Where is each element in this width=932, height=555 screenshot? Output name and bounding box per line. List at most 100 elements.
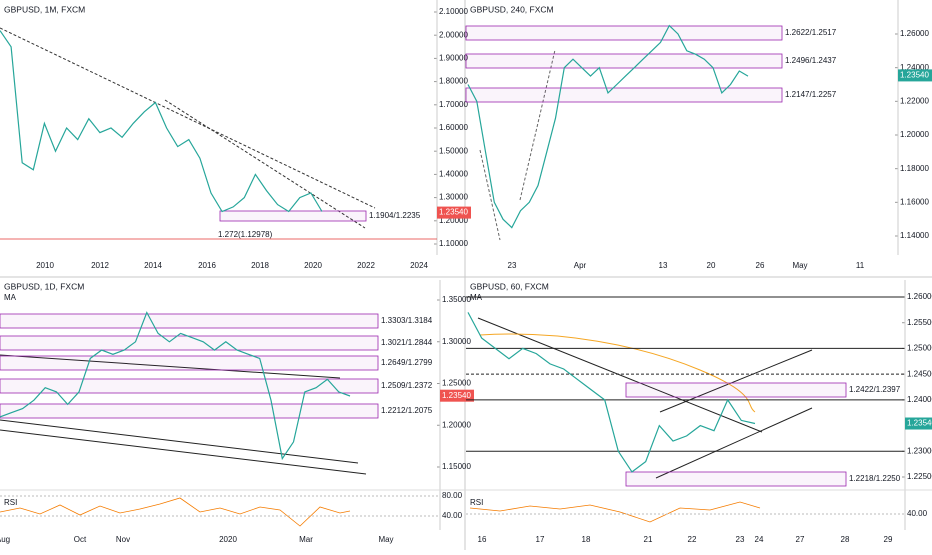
zone (0, 335, 379, 351)
zone-label: 1.2218/1.2250 (849, 474, 901, 483)
price-label: 1.20000 (900, 130, 929, 139)
time-label: 29 (884, 535, 893, 544)
rsi-tick-label: 40.00 (442, 511, 463, 520)
time-label: 13 (659, 261, 668, 270)
price-label: 1.24000 (907, 395, 932, 404)
current-price-label: 1.23540 (442, 391, 471, 400)
trend-line (0, 27, 376, 209)
indicator-label: MA (470, 293, 483, 302)
time-label: 23 (736, 535, 745, 544)
zone-label: 1.2422/1.2397 (849, 385, 901, 394)
time-label: 11 (856, 261, 865, 270)
rsi-line (0, 497, 351, 527)
price-label: 1.35000 (442, 295, 471, 304)
fib-label: 1.272(1.12978) (218, 230, 273, 239)
zone (625, 471, 847, 487)
price-label: 1.22500 (907, 472, 932, 481)
zone-label: 1.2649/1.2799 (381, 358, 433, 367)
zone (0, 403, 379, 419)
price-line (0, 30, 323, 213)
price-label: 1.25000 (442, 379, 471, 388)
zone-label: 1.3021/1.2844 (381, 338, 433, 347)
time-label: Nov (116, 535, 130, 544)
time-label: 17 (536, 535, 545, 544)
price-label: 1.14000 (900, 231, 929, 240)
current-price-box (905, 417, 932, 430)
time-label: 27 (796, 535, 805, 544)
zone (465, 87, 783, 103)
zone-label: 1.2147/1.2257 (785, 90, 837, 99)
time-label: May (378, 535, 393, 544)
time-label: 21 (644, 535, 653, 544)
price-label: 1.16000 (900, 197, 929, 206)
trend-line (0, 429, 367, 475)
time-label: Oct (74, 535, 87, 544)
time-label: May (792, 261, 807, 270)
zone (465, 53, 783, 69)
ma-line (0, 354, 341, 379)
time-label: 2012 (91, 261, 109, 270)
price-label: 1.90000 (439, 54, 468, 63)
current-price-box (437, 206, 471, 219)
zone (625, 382, 847, 398)
price-label: 2.00000 (439, 30, 468, 39)
time-label: 28 (841, 535, 850, 544)
time-label: 18 (582, 535, 591, 544)
price-line (467, 24, 749, 229)
trend-line (164, 99, 366, 229)
panel-title: GBPUSD, 1M, FXCM (4, 4, 85, 14)
zone (0, 378, 379, 394)
zone-label: 1.3303/1.3184 (381, 316, 433, 325)
price-label: 1.10000 (439, 239, 468, 248)
price-label: 1.20000 (442, 420, 471, 429)
rsi-tick-label: 80.00 (442, 491, 463, 500)
trend-line (655, 407, 813, 479)
price-label: 1.18000 (900, 164, 929, 173)
panel-title: GBPUSD, 240, FXCM (470, 4, 554, 14)
indicator-label: MA (4, 293, 17, 302)
price-line (0, 311, 351, 461)
rsi-label: RSI (470, 498, 483, 507)
zone-label: 1.2496/1.2437 (785, 56, 837, 65)
price-line (467, 312, 756, 473)
current-price-box (440, 389, 474, 402)
price-label: 1.26000 (907, 292, 932, 301)
time-label: 2020 (304, 261, 322, 270)
time-label: Apr (574, 261, 587, 270)
time-label: 20 (707, 261, 716, 270)
ma-line (479, 333, 756, 413)
price-label: 1.26000 (900, 29, 929, 38)
trend-line (479, 149, 501, 241)
time-label: 16 (478, 535, 487, 544)
price-label: 1.15000 (442, 462, 471, 471)
rsi-tick-label: 40.00 (907, 509, 928, 518)
time-label: Mar (299, 535, 313, 544)
zone-label: 1.2509/1.2372 (381, 381, 433, 390)
time-label: 23 (508, 261, 517, 270)
current-price-label: 1.23540 (900, 71, 929, 80)
time-label: 2016 (198, 261, 216, 270)
panel-title: GBPUSD, 1D, FXCM (4, 281, 84, 291)
price-label: 1.40000 (439, 170, 468, 179)
price-label: 1.30000 (439, 193, 468, 202)
price-label: 1.70000 (439, 100, 468, 109)
rsi-label: RSI (4, 498, 17, 507)
trend-line (0, 419, 359, 464)
zone-label: 1.2622/1.2517 (785, 28, 837, 37)
trend-line (477, 317, 763, 433)
time-label: 2010 (36, 261, 54, 270)
trend-line (519, 49, 556, 201)
current-price-box (898, 69, 932, 82)
price-label: 1.20000 (439, 216, 468, 225)
zone-label: 1.2212/1.2075 (381, 406, 433, 415)
time-label: 24 (755, 535, 764, 544)
zone (0, 355, 379, 371)
panel-title: GBPUSD, 60, FXCM (470, 281, 549, 291)
zone-label: 1.1904/1.2235 (369, 211, 421, 220)
price-label: 2.10000 (439, 7, 468, 16)
price-label: 1.22000 (900, 96, 929, 105)
price-label: 1.25500 (907, 318, 932, 327)
price-label: 1.50000 (439, 146, 468, 155)
trend-line (659, 349, 813, 413)
